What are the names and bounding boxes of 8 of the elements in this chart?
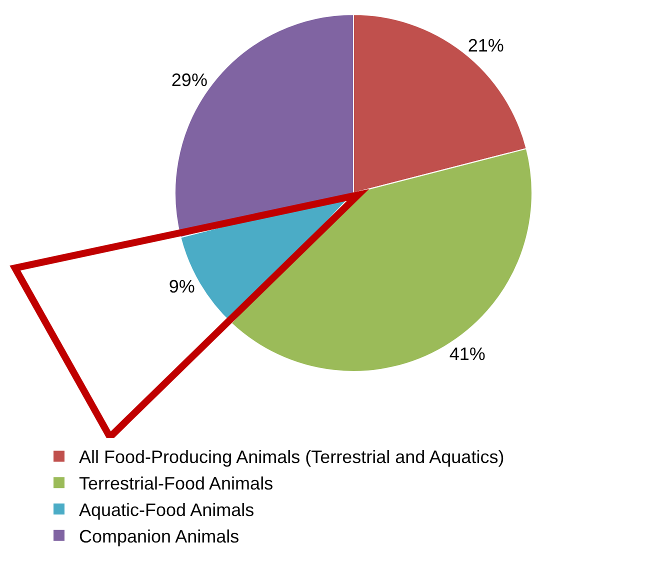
data-label: 9% [168,276,195,296]
legend-label: Companion Animals [79,526,240,546]
legend-label: All Food-Producing Animals (Terrestrial and Aquatics) [79,447,504,468]
data-label: 21% [468,36,504,56]
data-label: 29% [171,70,208,90]
legend-label: Terrestrial-Food Animals [79,474,274,494]
legend-label: Aquatic-Food Animals [79,500,254,520]
data-label: 41% [449,344,486,364]
